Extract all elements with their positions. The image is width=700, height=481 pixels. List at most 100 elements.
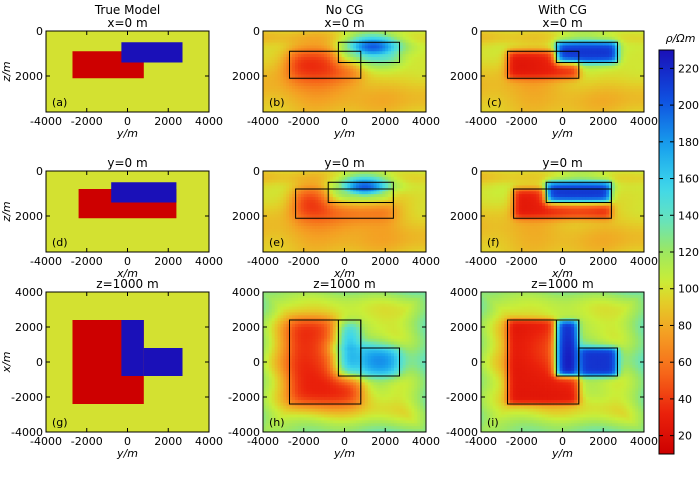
cell [501,71,505,75]
cell [332,65,337,69]
cell [492,228,496,233]
cell [562,65,566,69]
cell [364,80,369,84]
cell [498,31,502,35]
cell [553,74,558,78]
cell [265,68,270,72]
cell [274,31,278,35]
cell [321,51,325,55]
cell [562,68,566,72]
cell [626,59,630,64]
cell [359,88,363,93]
cell [306,80,310,84]
cell [492,77,496,81]
cell [344,85,348,90]
cell [379,182,383,186]
cell [411,65,415,69]
cell [606,94,610,98]
cell [306,91,310,96]
cell [614,83,619,87]
cell [297,62,302,67]
cell [492,91,496,96]
cell [263,217,267,221]
cell [382,249,386,252]
cell [271,240,276,244]
cell [335,71,340,75]
cell [289,231,293,236]
cell [297,36,302,41]
cell [373,97,377,101]
cell [324,199,328,204]
cell [391,176,395,181]
cell [571,51,575,55]
y-axis-label: z/m [0,201,13,222]
cell [347,243,351,247]
cell [600,74,604,78]
cell [306,54,310,58]
cell [280,191,284,195]
cell [268,39,273,43]
cell [626,68,630,72]
cell [393,45,398,49]
cell [324,36,328,41]
cell [361,211,366,215]
cell [486,109,491,112]
cell [373,91,377,96]
cell [379,36,383,41]
cell [347,74,351,78]
panel-title: True Model [94,3,160,17]
cell [361,173,366,178]
cell [353,208,357,212]
cell [483,171,488,175]
cell [603,106,607,110]
cell [565,97,569,101]
cell [417,191,421,195]
cell [306,62,310,67]
cell [405,57,409,61]
cell [536,103,540,107]
cell [623,42,627,46]
cell [495,109,499,112]
conductive-outline [295,188,394,219]
cell [315,54,319,58]
cell [271,225,276,230]
cell [361,57,366,61]
cell [327,65,331,69]
cell [268,94,273,98]
cell [417,197,421,201]
cell [611,59,616,64]
cell [483,243,488,247]
cell [483,234,488,238]
cell [420,42,424,46]
cell [489,62,494,67]
cell [268,171,273,175]
cell [361,237,366,241]
cell [379,197,383,201]
cell [335,182,340,186]
cell [286,188,290,192]
cell [373,182,377,186]
cell [486,214,491,218]
cell [280,68,284,72]
cell [411,97,415,101]
cell [265,85,270,90]
cell [286,94,290,98]
cell [338,80,342,84]
cell [376,100,380,104]
cell [536,109,540,112]
cell [536,45,540,49]
cell [347,31,351,35]
cell [297,39,302,43]
cell [306,237,310,241]
cell [524,59,528,64]
cell [379,51,383,55]
cell [504,39,508,43]
cell [638,74,642,78]
cell [417,39,421,43]
cell [350,62,354,67]
cell [341,71,345,75]
cell [306,68,310,72]
cell [402,91,407,96]
cell [518,71,523,75]
cell [373,208,377,212]
